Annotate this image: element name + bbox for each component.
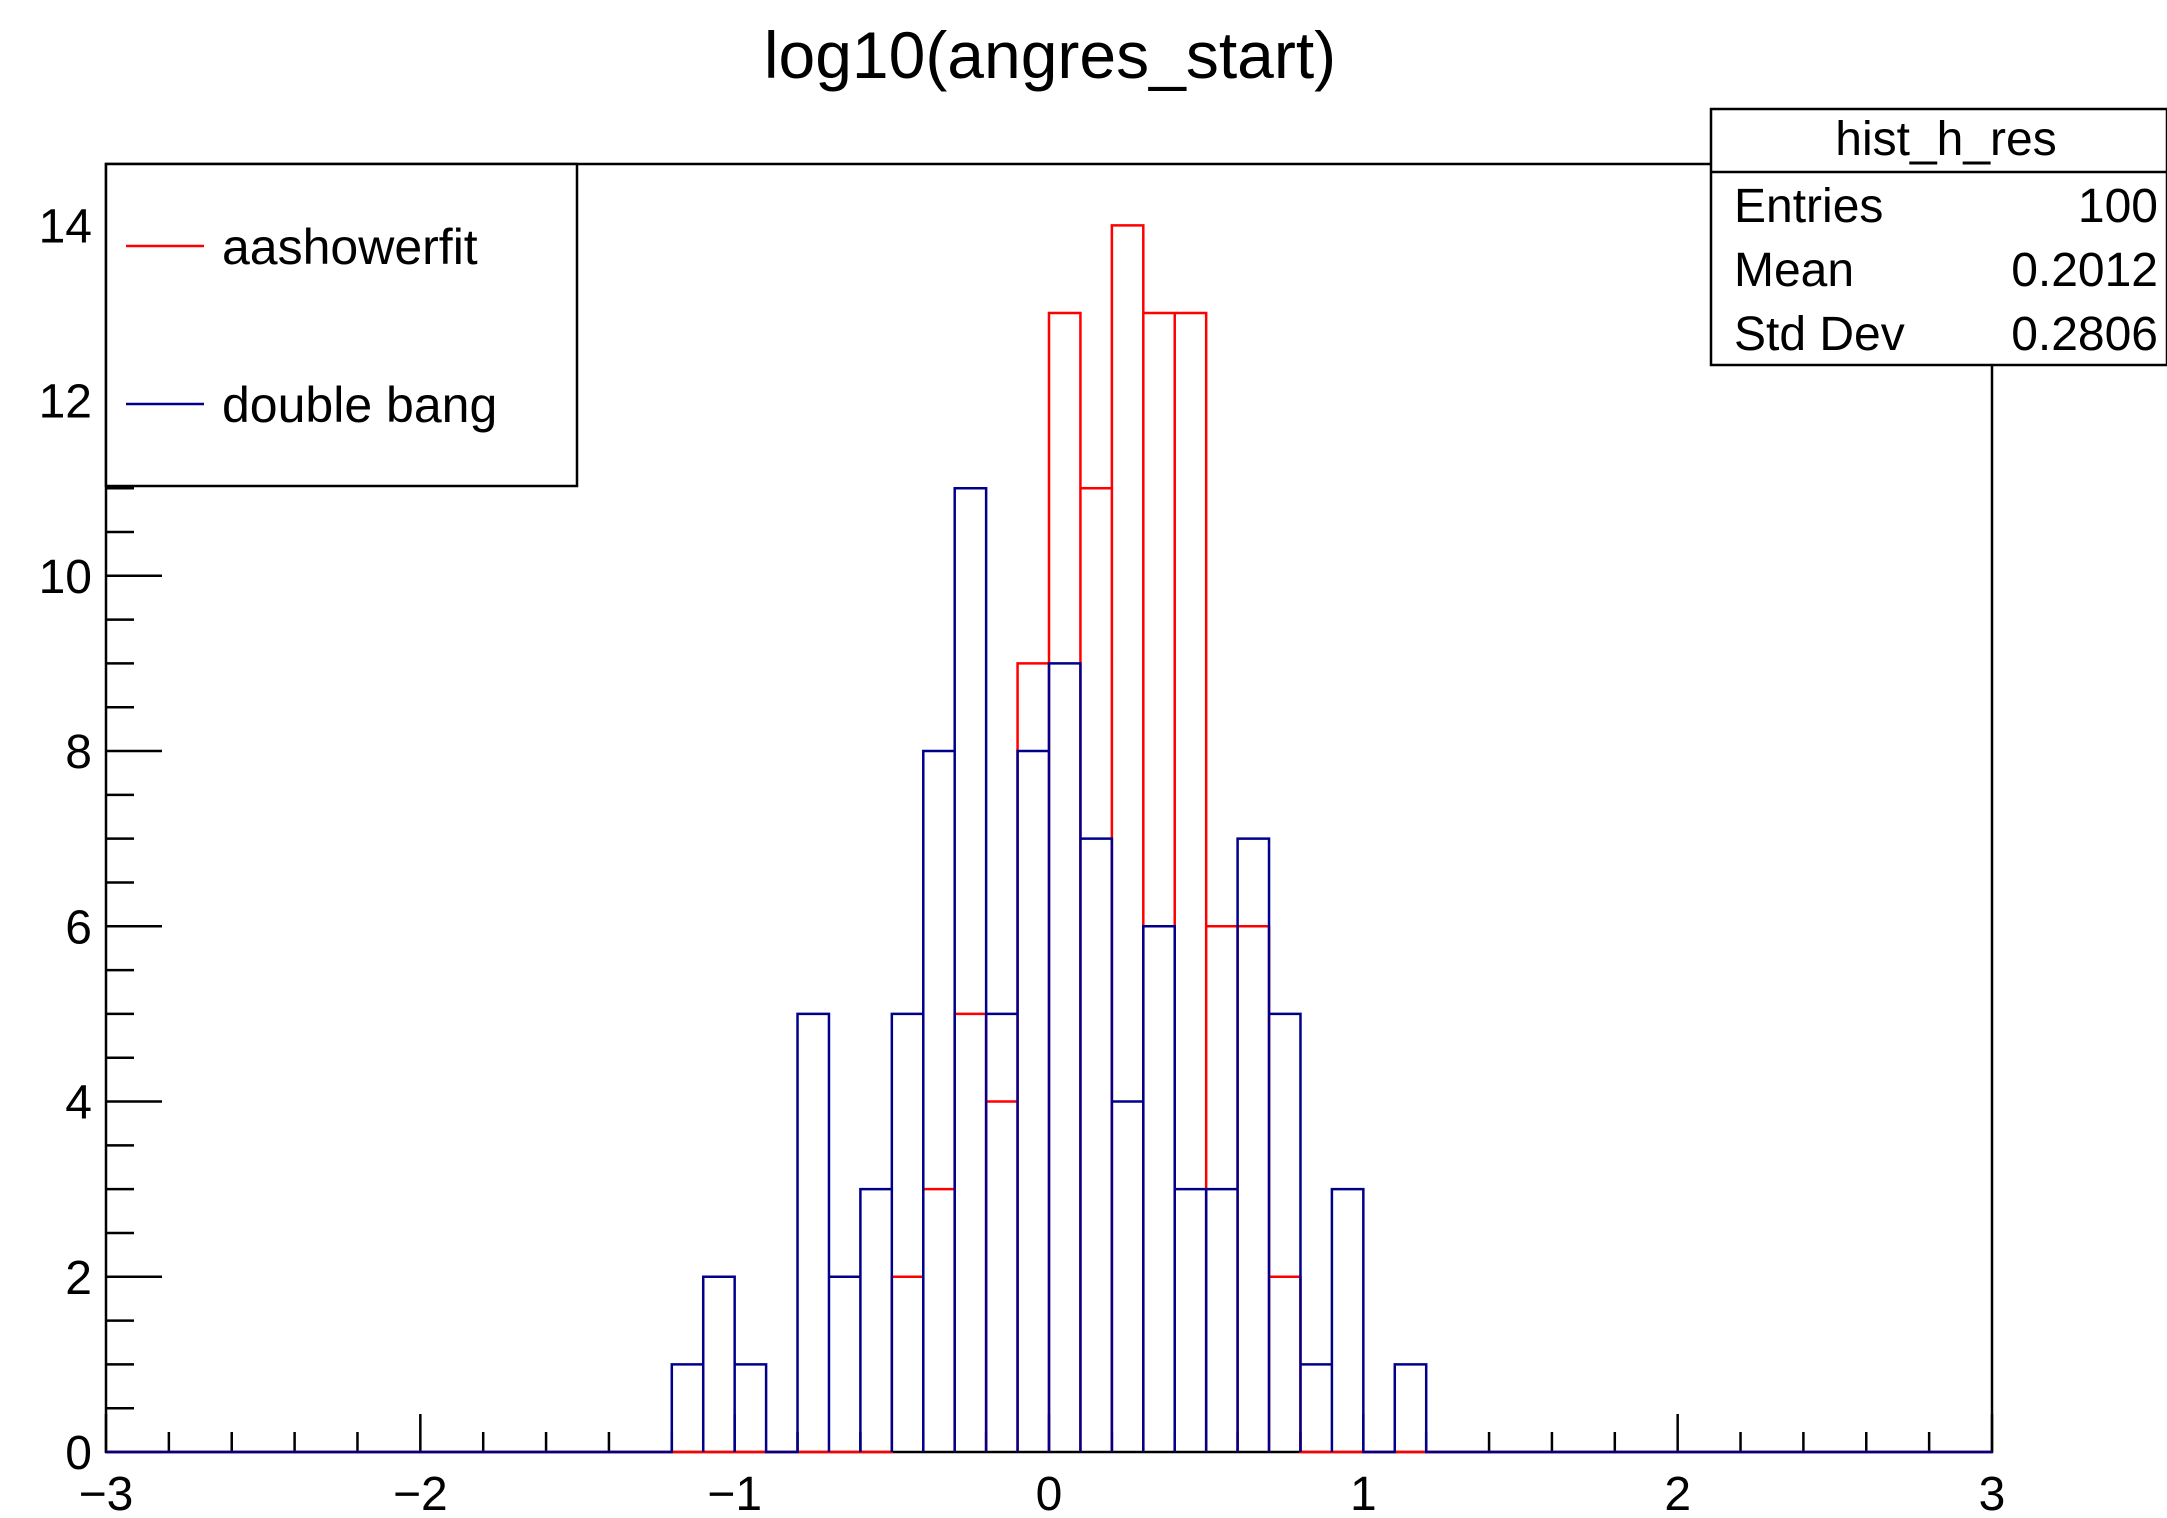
legend-label-aashowerfit: aashowerfit xyxy=(222,219,478,275)
y-tick-label: 4 xyxy=(65,1077,92,1130)
legend: aashowerfit double bang xyxy=(104,162,579,488)
y-tick-label: 0 xyxy=(65,1427,92,1480)
x-tick-label: −1 xyxy=(707,1468,762,1518)
x-tick-label: 1 xyxy=(1350,1468,1377,1518)
series-outline-double-bang xyxy=(106,486,1992,1454)
stats-label-std-dev: Std Dev xyxy=(1734,308,1905,361)
y-tick-label: 12 xyxy=(39,376,92,429)
x-tick-label: 3 xyxy=(1979,1468,2006,1518)
y-tick-label: 10 xyxy=(39,551,92,604)
x-tick-label: 2 xyxy=(1664,1468,1691,1518)
stats-box: hist_h_res Entries 100 Mean 0.2012 Std D… xyxy=(1709,107,2167,367)
stats-label-mean: Mean xyxy=(1734,244,1854,297)
x-axis: −3 −2 −1 0 1 2 3 xyxy=(79,1414,2006,1518)
legend-label-double-bang: double bang xyxy=(222,377,497,433)
y-tick-label: 6 xyxy=(65,901,92,954)
chart-title: log10(angres_start) xyxy=(764,18,1336,92)
series-layer xyxy=(106,224,1992,1454)
stats-value-entries: 100 xyxy=(2078,180,2158,233)
y-tick-label: 2 xyxy=(65,1252,92,1305)
x-tick-label: 0 xyxy=(1036,1468,1063,1518)
y-tick-label: 8 xyxy=(65,726,92,779)
x-tick-label: −2 xyxy=(393,1468,448,1518)
legend-box xyxy=(104,162,579,488)
stats-label-entries: Entries xyxy=(1734,180,1883,233)
x-tick-label: −3 xyxy=(79,1468,134,1518)
stats-value-std-dev: 0.2806 xyxy=(2011,308,2158,361)
stats-box-title: hist_h_res xyxy=(1835,113,2056,166)
y-tick-label: 14 xyxy=(39,200,92,253)
stats-box-frame xyxy=(1709,107,2167,367)
stats-value-mean: 0.2012 xyxy=(2011,244,2158,297)
